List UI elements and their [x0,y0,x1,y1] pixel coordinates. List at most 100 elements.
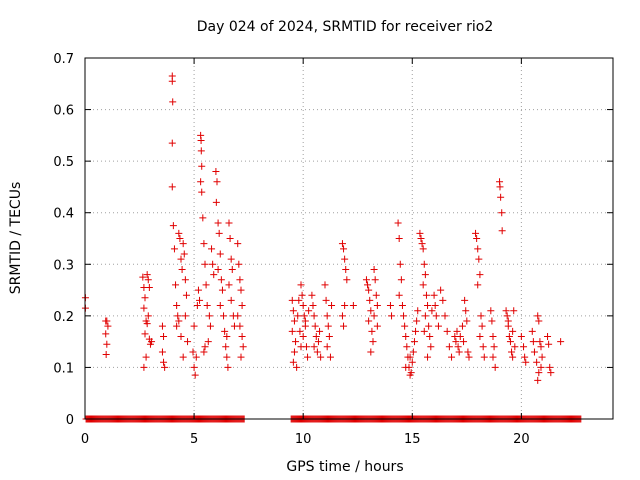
data-point [234,312,242,320]
data-point [498,227,506,235]
data-point [338,312,346,320]
data-point [367,307,375,315]
data-point [536,338,544,346]
data-point [511,343,519,351]
data-point [421,271,429,279]
data-point [102,351,110,359]
data-point [217,276,225,284]
data-point [443,327,451,335]
data-point [196,296,204,304]
data-point [479,343,487,351]
data-point [401,322,409,330]
data-point [221,327,229,335]
data-point [395,291,403,299]
data-point [535,317,543,325]
data-point [476,271,484,279]
data-point [420,260,428,268]
data-point [372,291,380,299]
data-point [400,312,408,320]
x-tick-label: 10 [295,432,312,447]
data-point [504,317,512,325]
data-point [227,255,235,263]
data-point [323,312,331,320]
data-point [104,322,112,330]
data-point [417,235,425,242]
data-point [290,348,298,356]
data-point [340,245,348,253]
data-point [474,281,482,289]
data-point [199,214,207,222]
data-point [408,358,416,366]
data-point [546,363,554,371]
data-point [190,322,198,330]
data-point [236,276,244,284]
data-point [409,348,417,356]
data-point [189,348,197,356]
data-point [432,312,440,320]
data-point [309,302,317,310]
data-point [547,369,555,377]
data-point [202,281,210,289]
data-point [365,317,373,325]
data-point [305,307,313,315]
data-point [169,222,177,230]
data-point [160,332,168,340]
data-point [362,276,370,284]
data-point [175,229,183,237]
y-tick-label: 0.5 [53,155,74,170]
data-points [81,72,585,423]
data-point [216,302,224,310]
data-point [474,245,482,253]
data-point [528,327,536,335]
data-point [537,363,545,371]
data-point [140,363,148,371]
y-tick-label: 0 [66,413,74,428]
data-point [313,348,321,356]
data-point [139,273,147,281]
data-point [535,369,543,377]
data-point [197,137,205,145]
data-point [325,332,333,340]
data-point [316,327,324,335]
data-point [421,312,429,320]
data-point [214,265,222,273]
data-point [140,304,148,312]
data-point [237,286,245,294]
data-point [520,343,528,351]
data-point [293,363,301,371]
data-point [370,265,378,273]
data-point [498,209,506,217]
data-point [297,281,305,289]
data-point [496,183,504,191]
data-point [288,296,296,304]
data-point [234,240,242,248]
data-point [480,353,488,361]
data-point [158,322,166,330]
data-point [144,312,152,320]
data-point [427,343,435,351]
data-point [418,240,426,248]
data-point [426,332,434,340]
data-point [420,327,428,335]
data-point [522,358,530,366]
data-point [476,332,484,340]
data-point [545,340,553,348]
y-tick-label: 0.1 [53,361,74,376]
y-axis-label: SRMTID / TECUs [8,182,24,295]
data-point [193,302,201,310]
data-point [182,291,190,299]
data-point [297,343,305,351]
data-point [170,245,178,253]
data-point [181,312,189,320]
data-point [428,307,436,315]
x-tick-label: 5 [190,432,198,447]
data-point [461,296,469,304]
data-point [209,260,217,268]
data-point [386,302,394,310]
data-point [530,348,538,356]
data-point [422,291,430,299]
data-point [145,283,153,291]
data-point [177,255,185,263]
data-point [210,271,218,279]
